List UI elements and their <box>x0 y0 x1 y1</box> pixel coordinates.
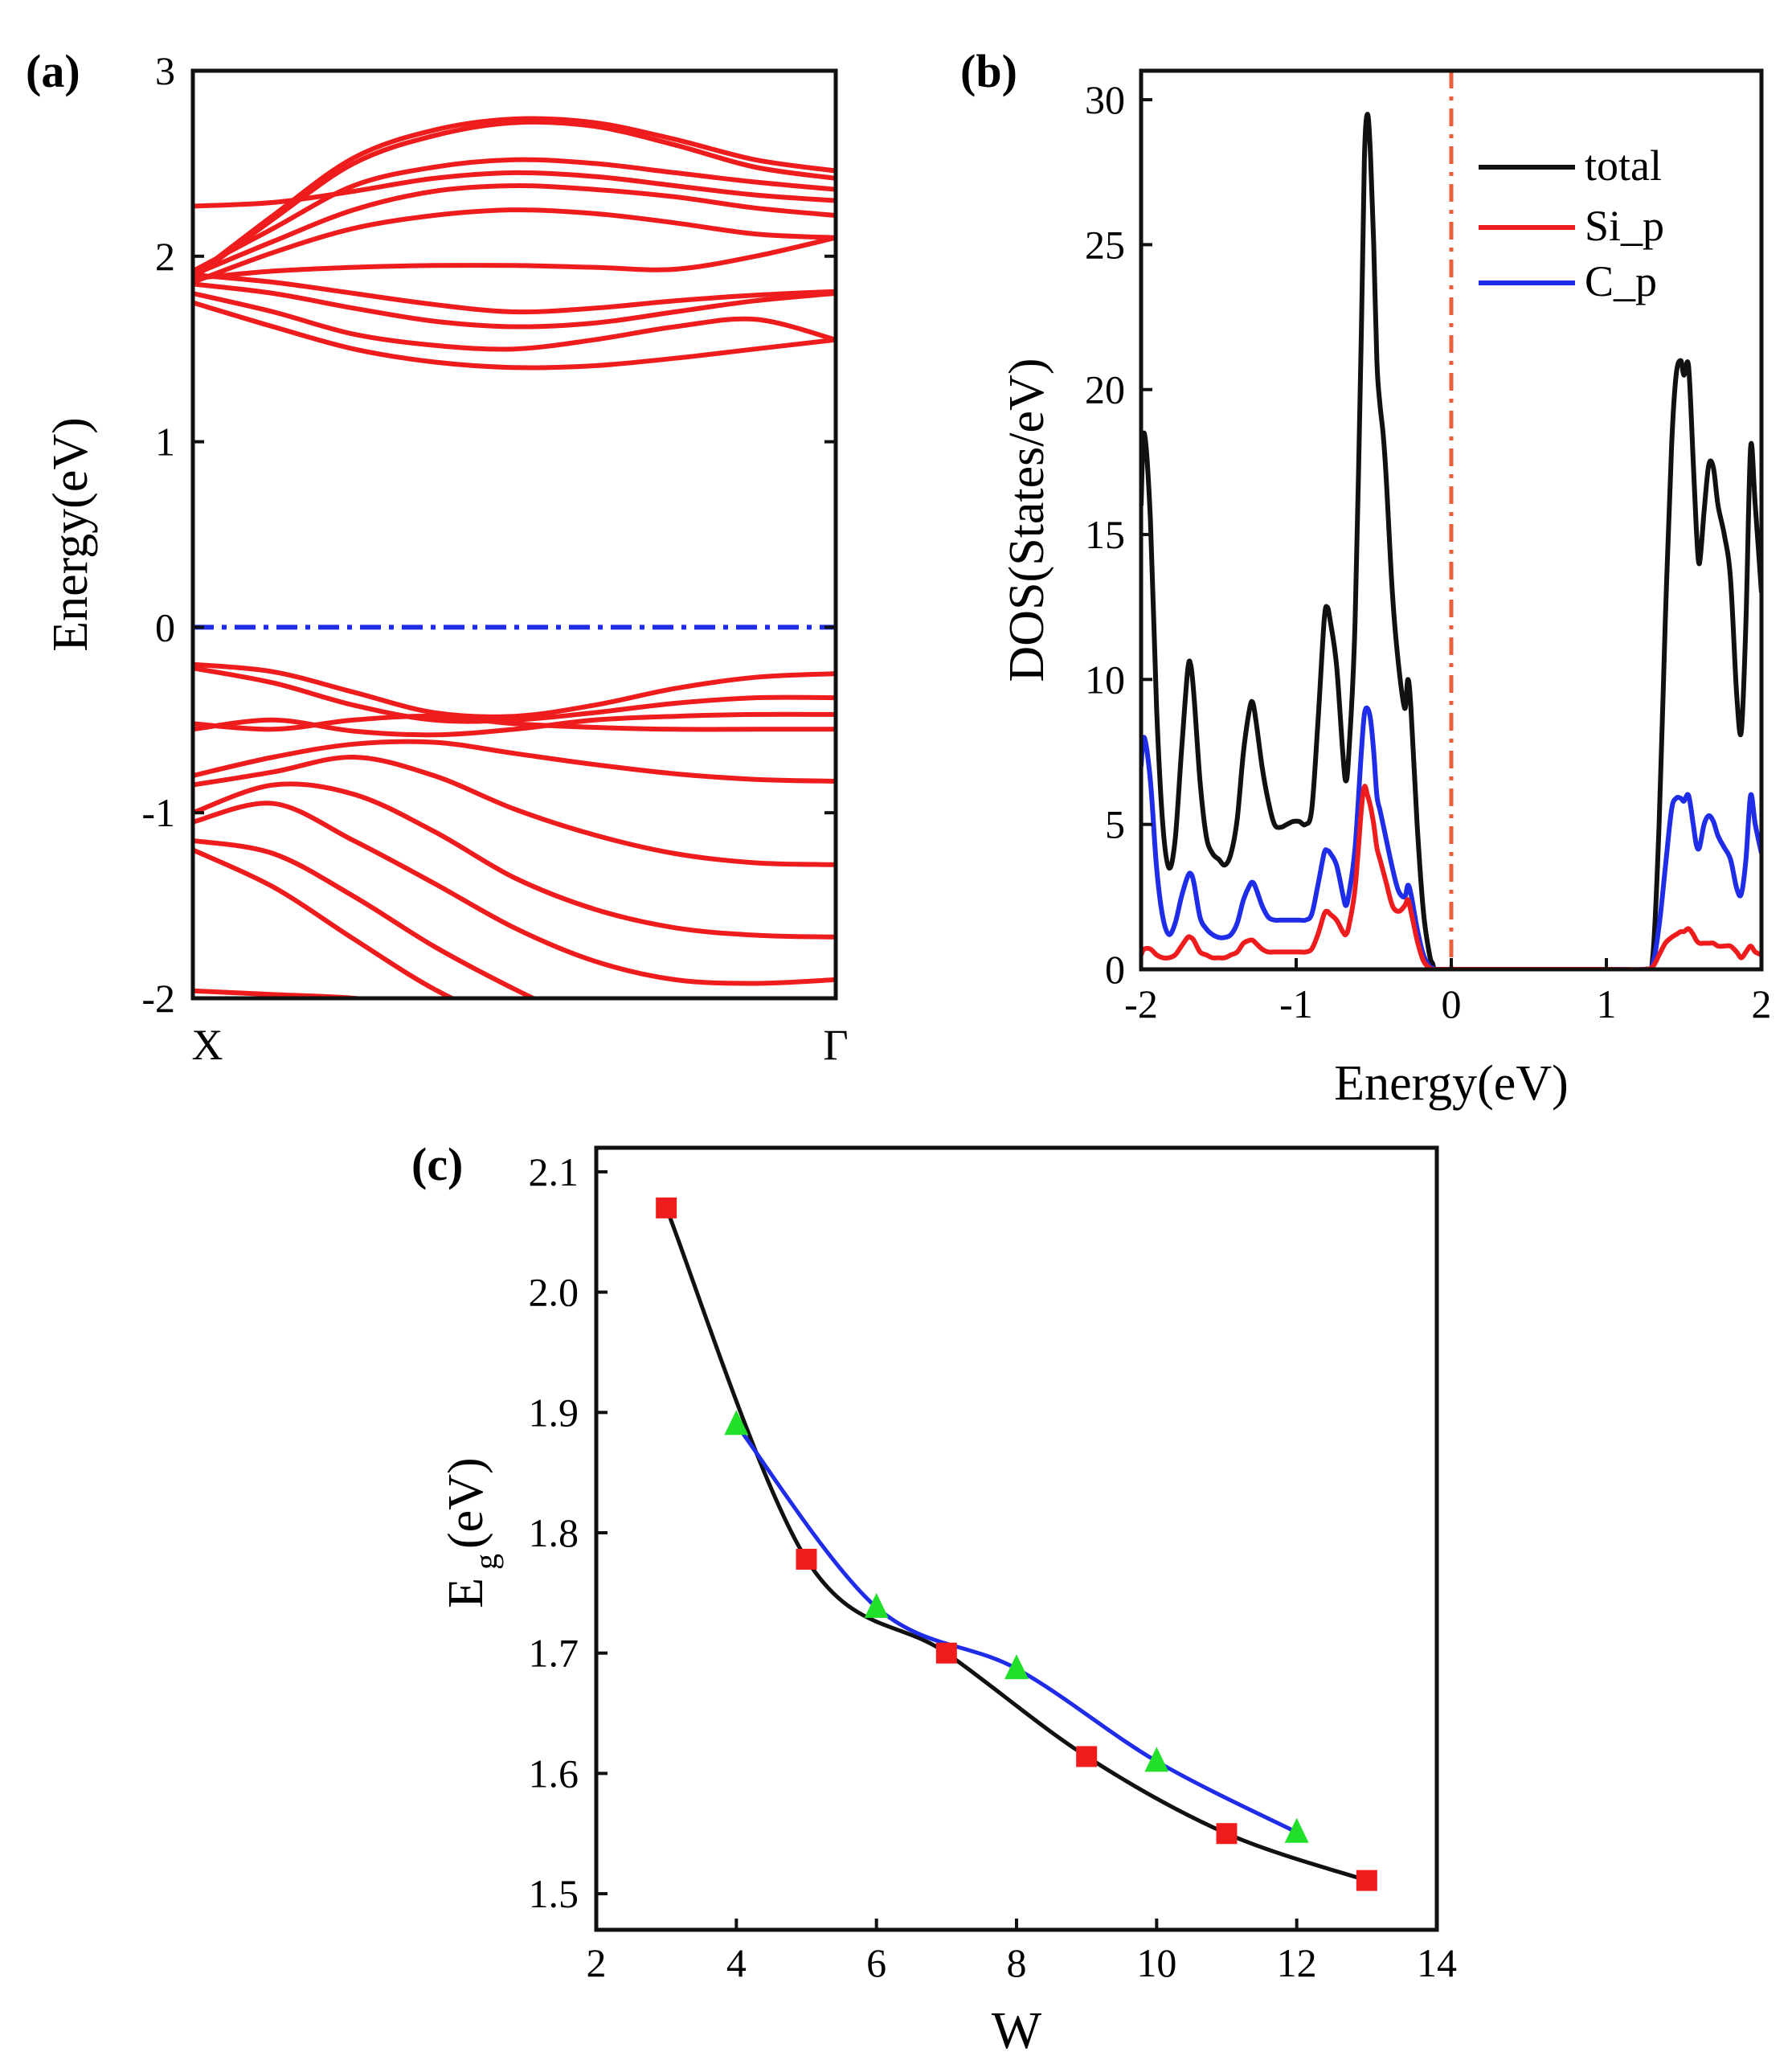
panel-b-ytick-label: 20 <box>1085 367 1125 412</box>
panel-b-xtick-label: -2 <box>1124 981 1158 1026</box>
panel-c-xtick-label: 2 <box>587 1940 607 1985</box>
panel-b-series <box>1141 112 1761 969</box>
panel-a-y-ticks: -2 -1 0 1 2 3 <box>141 48 836 1021</box>
panel-c-xtick-label: 12 <box>1277 1940 1317 1985</box>
panel-a-band-structure: (a) -2 -1 0 1 2 3 X Γ Energy(eV) <box>26 45 849 1069</box>
panel-b-xlabel: Energy(eV) <box>1334 1056 1569 1111</box>
panel-c-ticks: 2 4 6 8 10 12 14 1.5 1.6 1.7 1.8 1.9 2.0 2.1 <box>529 1149 1458 1985</box>
panel-a-ytick-label: 0 <box>155 604 175 649</box>
panel-c-ylabel-main: E <box>439 1578 493 1608</box>
band-vb10 <box>193 847 457 998</box>
band-cb3 <box>193 281 836 330</box>
panel-a-ytick-label: 1 <box>155 420 175 465</box>
panel-b-ytick-label: 5 <box>1105 802 1125 847</box>
panel-a-ylabel: Energy(eV) <box>43 417 98 652</box>
panel-c-xtick-label: 6 <box>866 1940 886 1985</box>
panel-a-bands <box>193 116 836 998</box>
dos-c-p <box>1141 705 1761 969</box>
panel-c-triangle-marker <box>1004 1654 1029 1680</box>
panel-c-markers <box>656 1197 1377 1891</box>
panel-c-square-marker <box>935 1642 957 1664</box>
panel-c-xtick-label: 14 <box>1417 1940 1457 1985</box>
band-vb8 <box>193 801 836 986</box>
panel-b-ytick-label: 25 <box>1085 222 1125 267</box>
legend-label-total: total <box>1585 141 1662 190</box>
panel-a-frame <box>190 68 838 1001</box>
panel-c-square-marker <box>796 1548 817 1570</box>
panel-c-ytick-label: 2.1 <box>529 1149 579 1194</box>
panel-b-ytick-label: 30 <box>1085 77 1125 122</box>
dos-total <box>1141 112 1761 969</box>
legend-label-c-p: C_p <box>1585 257 1657 305</box>
panel-c-xtick-label: 8 <box>1007 1940 1027 1985</box>
panel-c-ytick-label: 1.7 <box>529 1631 579 1676</box>
band-cb4 <box>193 272 836 315</box>
panel-c-triangle-marker <box>1144 1747 1169 1772</box>
band-vb3 <box>193 714 836 732</box>
band-cb9 <box>193 157 836 273</box>
panel-c-ytick-label: 1.8 <box>529 1510 579 1555</box>
panel-a-ytick-label: 3 <box>155 48 175 93</box>
panel-c-ylabel: E g (eV) <box>439 1457 504 1608</box>
panel-b-xtick-label: 1 <box>1597 981 1617 1026</box>
panel-c-ytick-label: 1.6 <box>529 1751 579 1796</box>
band-vb4 <box>193 711 836 738</box>
band-cb10 <box>193 119 836 281</box>
panel-c-triangle-marker <box>864 1592 889 1618</box>
band-vb5 <box>193 739 836 784</box>
band-vb7 <box>193 781 836 940</box>
panel-b-xtick-label: 2 <box>1752 981 1772 1026</box>
panel-c-xtick-label: 10 <box>1136 1940 1176 1985</box>
panel-a-ytick-label: -2 <box>141 976 175 1021</box>
band-cb7 <box>193 183 836 277</box>
band-cb5 <box>193 235 836 281</box>
panel-c-gap-vs-width: (c) 2 4 6 8 10 12 14 1.5 1.6 1.7 1.8 1.9 2.0 2.1 W E … <box>411 1138 1457 2056</box>
panel-c-xtick-label: 4 <box>726 1940 747 1985</box>
panel-b-xtick-label: 0 <box>1442 981 1462 1026</box>
panel-a-xtick-gamma: Γ <box>823 1021 848 1069</box>
band-cb1 <box>193 300 836 371</box>
panel-c-xlabel: W <box>992 2001 1042 2056</box>
panel-b-xtick-label: -1 <box>1279 981 1313 1026</box>
band-vb9 <box>193 838 539 998</box>
panel-c-ylabel-subscript: g <box>468 1554 504 1570</box>
band-vb6 <box>193 754 836 867</box>
panel-a-label: (a) <box>26 45 80 97</box>
dos-si-p <box>1141 784 1761 969</box>
band-cb2 <box>193 291 836 352</box>
panel-c-square-marker <box>1216 1823 1238 1845</box>
panel-c-ytick-label: 2.0 <box>529 1270 579 1315</box>
panel-c-square-marker <box>1356 1870 1377 1891</box>
band-vb11 <box>193 988 378 998</box>
panel-c-square-marker <box>1076 1746 1098 1767</box>
panel-b-ylabel: DOS(States/eV) <box>1000 358 1054 682</box>
panel-b-ytick-label: 10 <box>1085 657 1125 702</box>
panel-a-xtick-X: X <box>192 1021 223 1069</box>
band-cb6 <box>193 207 836 285</box>
band-vb2 <box>193 666 836 724</box>
panel-b-ytick-label: 15 <box>1085 512 1125 557</box>
panel-c-label: (c) <box>411 1138 463 1190</box>
panel-b-ytick-label: 0 <box>1105 947 1125 992</box>
panel-c-triangle-marker <box>1284 1817 1309 1843</box>
panel-b-legend: total Si_p C_p <box>1479 141 1664 305</box>
band-vb1 <box>193 661 836 719</box>
legend-label-si-p: Si_p <box>1585 202 1664 250</box>
panel-a-ytick-label: -1 <box>141 790 175 835</box>
panel-b-label: (b) <box>960 45 1017 97</box>
panel-c-triangle-marker <box>724 1410 749 1436</box>
panel-a-ytick-label: 2 <box>155 234 175 279</box>
panel-c-ytick-label: 1.9 <box>529 1390 579 1435</box>
panel-c-ytick-label: 1.5 <box>529 1871 579 1916</box>
panel-c-square-marker <box>656 1197 677 1218</box>
panel-c-ylabel-unit: (eV) <box>439 1457 493 1549</box>
band-cb11 <box>193 116 836 279</box>
